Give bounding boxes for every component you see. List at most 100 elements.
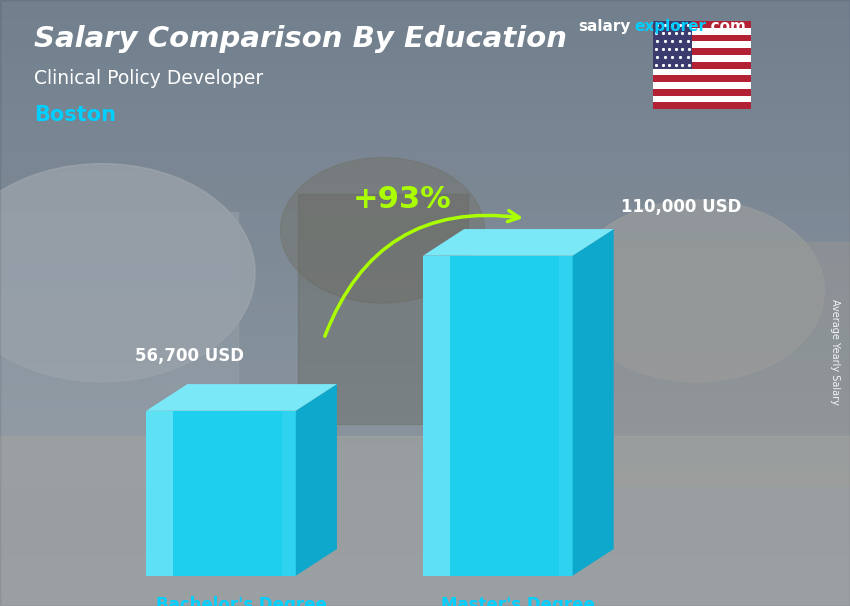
Bar — [0, 171, 850, 182]
Bar — [0, 30, 850, 41]
Text: 110,000 USD: 110,000 USD — [621, 198, 741, 216]
Bar — [653, 48, 751, 55]
Text: salary: salary — [578, 19, 631, 33]
Bar — [0, 292, 850, 303]
Bar — [0, 110, 850, 121]
Bar — [0, 131, 850, 141]
Bar — [0, 101, 850, 111]
Bar — [0, 353, 850, 364]
Bar — [653, 75, 751, 82]
Polygon shape — [423, 256, 450, 576]
Bar — [0, 231, 850, 242]
Bar — [0, 585, 850, 596]
Bar — [653, 28, 751, 35]
Polygon shape — [146, 411, 296, 576]
Bar — [0, 575, 850, 586]
Bar — [0, 424, 850, 435]
Text: Master's Degree: Master's Degree — [441, 596, 595, 606]
Bar — [0, 474, 850, 485]
Bar — [0, 383, 850, 394]
Bar — [653, 21, 692, 68]
Bar — [0, 151, 850, 162]
Bar — [0, 333, 850, 344]
Text: .com: .com — [706, 19, 746, 33]
Bar — [0, 313, 850, 323]
Bar — [0, 282, 850, 293]
Bar — [0, 70, 850, 81]
Polygon shape — [296, 384, 337, 576]
Bar — [0, 484, 850, 495]
Polygon shape — [423, 229, 614, 256]
Polygon shape — [559, 256, 573, 576]
Polygon shape — [146, 384, 337, 411]
Bar — [0, 595, 850, 606]
Polygon shape — [573, 229, 614, 576]
Bar — [0, 343, 850, 353]
Bar — [0, 181, 850, 192]
Bar — [0, 161, 850, 171]
Bar — [0, 60, 850, 71]
Bar — [653, 82, 751, 89]
Text: Average Yearly Salary: Average Yearly Salary — [830, 299, 840, 404]
Text: explorer: explorer — [634, 19, 706, 33]
Bar — [653, 102, 751, 109]
Bar — [0, 212, 238, 485]
Bar — [0, 393, 850, 404]
Bar — [0, 10, 850, 20]
Bar — [0, 534, 850, 545]
Bar — [0, 404, 850, 414]
Bar — [0, 80, 850, 91]
Text: Boston: Boston — [34, 105, 116, 125]
Text: Bachelor's Degree: Bachelor's Degree — [156, 596, 327, 606]
Bar — [0, 191, 850, 202]
Bar — [0, 222, 850, 232]
Bar — [0, 504, 850, 515]
Circle shape — [280, 158, 484, 303]
Bar — [0, 525, 850, 535]
Text: +93%: +93% — [353, 185, 451, 215]
Bar — [0, 302, 850, 313]
Bar — [0, 272, 850, 283]
Bar — [0, 0, 850, 10]
Circle shape — [570, 200, 824, 382]
Bar — [0, 322, 850, 333]
Polygon shape — [282, 411, 296, 576]
Bar — [653, 68, 751, 75]
Bar — [0, 121, 850, 132]
Bar — [0, 211, 850, 222]
Bar — [653, 96, 751, 102]
Polygon shape — [423, 256, 573, 576]
Bar — [0, 555, 850, 565]
Bar — [0, 141, 850, 152]
Bar — [0, 514, 850, 525]
Bar — [0, 40, 850, 50]
Bar — [653, 21, 751, 28]
Bar — [0, 19, 850, 30]
Bar — [0, 201, 850, 212]
Bar — [653, 41, 751, 48]
Bar — [0, 252, 850, 262]
Bar — [0, 454, 850, 465]
Bar — [0, 50, 850, 61]
Bar — [0, 545, 850, 556]
Bar — [653, 89, 751, 96]
Bar — [298, 194, 468, 424]
Bar — [0, 413, 850, 424]
Text: 56,700 USD: 56,700 USD — [135, 347, 244, 365]
Circle shape — [0, 164, 255, 382]
Bar — [653, 55, 751, 62]
Bar — [0, 363, 850, 374]
Bar — [0, 464, 850, 474]
Text: Salary Comparison By Education: Salary Comparison By Education — [34, 25, 567, 53]
Bar — [0, 434, 850, 444]
Bar — [653, 35, 751, 41]
Bar — [0, 436, 850, 606]
Text: Clinical Policy Developer: Clinical Policy Developer — [34, 69, 264, 88]
Bar — [0, 494, 850, 505]
Bar — [0, 444, 850, 454]
Bar — [0, 373, 850, 384]
Bar — [0, 565, 850, 576]
Bar — [653, 62, 751, 68]
Bar — [612, 242, 850, 485]
Bar — [0, 262, 850, 273]
